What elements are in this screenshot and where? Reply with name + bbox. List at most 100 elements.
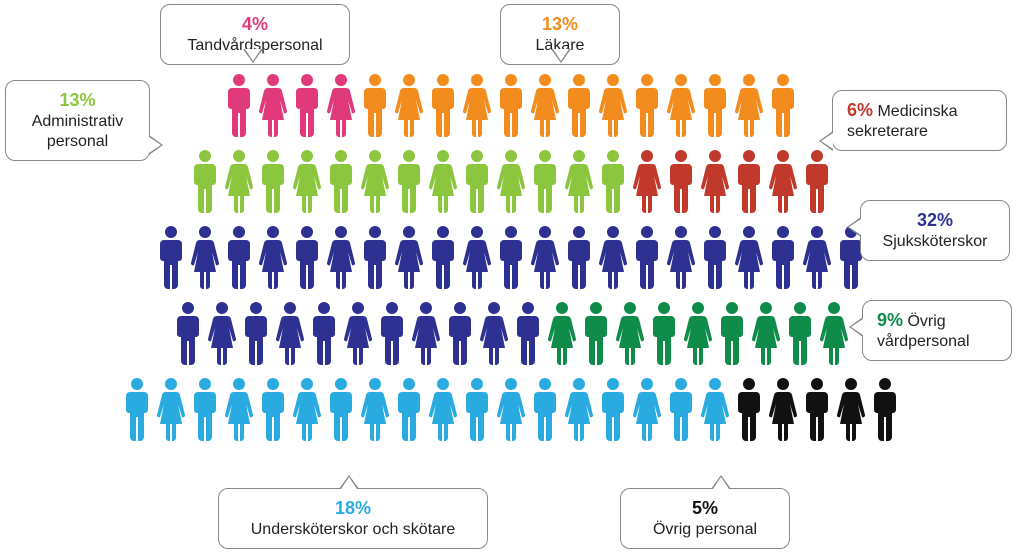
person-female-icon	[495, 148, 527, 216]
person-male-icon	[393, 376, 425, 444]
person-female-icon	[563, 148, 595, 216]
person-female-icon	[614, 300, 646, 368]
person-female-icon	[597, 72, 629, 140]
person-female-icon	[223, 148, 255, 216]
callout-label: Övrig personal	[653, 521, 757, 538]
callout-percent: 13%	[59, 90, 95, 110]
person-female-icon	[665, 72, 697, 140]
person-male-icon	[376, 300, 408, 368]
person-male-icon	[869, 376, 901, 444]
callout-tail	[849, 317, 871, 339]
person-male-icon	[121, 376, 153, 444]
person-female-icon	[274, 300, 306, 368]
pictograph-grid	[121, 72, 901, 452]
person-male-icon	[427, 224, 459, 292]
person-male-icon	[699, 224, 731, 292]
person-female-icon	[631, 376, 663, 444]
person-male-icon	[359, 224, 391, 292]
person-male-icon	[512, 300, 544, 368]
person-female-icon	[359, 376, 391, 444]
callout-tail	[339, 475, 361, 497]
person-male-icon	[240, 300, 272, 368]
person-male-icon	[529, 148, 561, 216]
person-male-icon	[495, 72, 527, 140]
callout-ovrig_vard: 9% Övrig vårdpersonal	[862, 300, 1012, 361]
callout-ovrig: 5% Övrig personal	[620, 488, 790, 549]
person-female-icon	[342, 300, 374, 368]
pictograph-row	[121, 300, 901, 368]
person-male-icon	[699, 72, 731, 140]
person-male-icon	[631, 72, 663, 140]
person-female-icon	[257, 224, 289, 292]
person-male-icon	[665, 148, 697, 216]
person-female-icon	[155, 376, 187, 444]
person-female-icon	[546, 300, 578, 368]
person-male-icon	[597, 148, 629, 216]
person-male-icon	[495, 224, 527, 292]
person-female-icon	[427, 148, 459, 216]
person-female-icon	[206, 300, 238, 368]
callout-administrativ: 13%Administrativ personal	[5, 80, 150, 161]
person-female-icon	[478, 300, 510, 368]
person-female-icon	[682, 300, 714, 368]
callout-tail	[711, 475, 733, 497]
pictograph-row	[121, 224, 901, 292]
person-male-icon	[223, 72, 255, 140]
person-female-icon	[223, 376, 255, 444]
person-female-icon	[563, 376, 595, 444]
person-female-icon	[393, 224, 425, 292]
callout-percent: 13%	[542, 14, 578, 34]
callout-label: Sjuksköterskor	[883, 233, 988, 250]
person-female-icon	[750, 300, 782, 368]
person-female-icon	[189, 224, 221, 292]
callout-percent: 18%	[335, 498, 371, 518]
pictograph-row	[121, 376, 901, 444]
person-male-icon	[665, 376, 697, 444]
person-female-icon	[733, 72, 765, 140]
person-female-icon	[291, 148, 323, 216]
callout-tail	[149, 135, 171, 157]
person-female-icon	[461, 224, 493, 292]
person-female-icon	[699, 148, 731, 216]
callout-underskoterskor: 18%Undersköterskor och skötare	[218, 488, 488, 549]
person-male-icon	[189, 376, 221, 444]
callout-percent: 9%	[877, 310, 903, 330]
person-male-icon	[767, 224, 799, 292]
person-male-icon	[189, 148, 221, 216]
person-male-icon	[172, 300, 204, 368]
person-male-icon	[461, 376, 493, 444]
person-female-icon	[291, 376, 323, 444]
person-male-icon	[461, 148, 493, 216]
person-male-icon	[359, 72, 391, 140]
person-female-icon	[801, 224, 833, 292]
person-male-icon	[733, 148, 765, 216]
pictograph-row	[121, 72, 901, 140]
person-female-icon	[835, 376, 867, 444]
callout-medsek: 6% Medicinska sekreterare	[832, 90, 1007, 151]
person-male-icon	[597, 376, 629, 444]
callout-percent: 5%	[692, 498, 718, 518]
callout-percent: 32%	[917, 210, 953, 230]
person-male-icon	[767, 72, 799, 140]
person-male-icon	[529, 376, 561, 444]
callout-percent: 6%	[847, 100, 873, 120]
person-male-icon	[631, 224, 663, 292]
callout-tandvard: 4%Tandvårdspersonal	[160, 4, 350, 65]
person-female-icon	[393, 72, 425, 140]
person-male-icon	[784, 300, 816, 368]
person-male-icon	[563, 224, 595, 292]
callout-tail	[551, 49, 573, 71]
person-male-icon	[308, 300, 340, 368]
person-female-icon	[767, 148, 799, 216]
person-female-icon	[733, 224, 765, 292]
person-male-icon	[325, 376, 357, 444]
person-female-icon	[597, 224, 629, 292]
person-female-icon	[699, 376, 731, 444]
person-male-icon	[801, 376, 833, 444]
person-female-icon	[410, 300, 442, 368]
pictograph-row	[121, 148, 901, 216]
person-female-icon	[818, 300, 850, 368]
callout-lakare: 13%Läkare	[500, 4, 620, 65]
person-male-icon	[325, 148, 357, 216]
person-female-icon	[325, 224, 357, 292]
